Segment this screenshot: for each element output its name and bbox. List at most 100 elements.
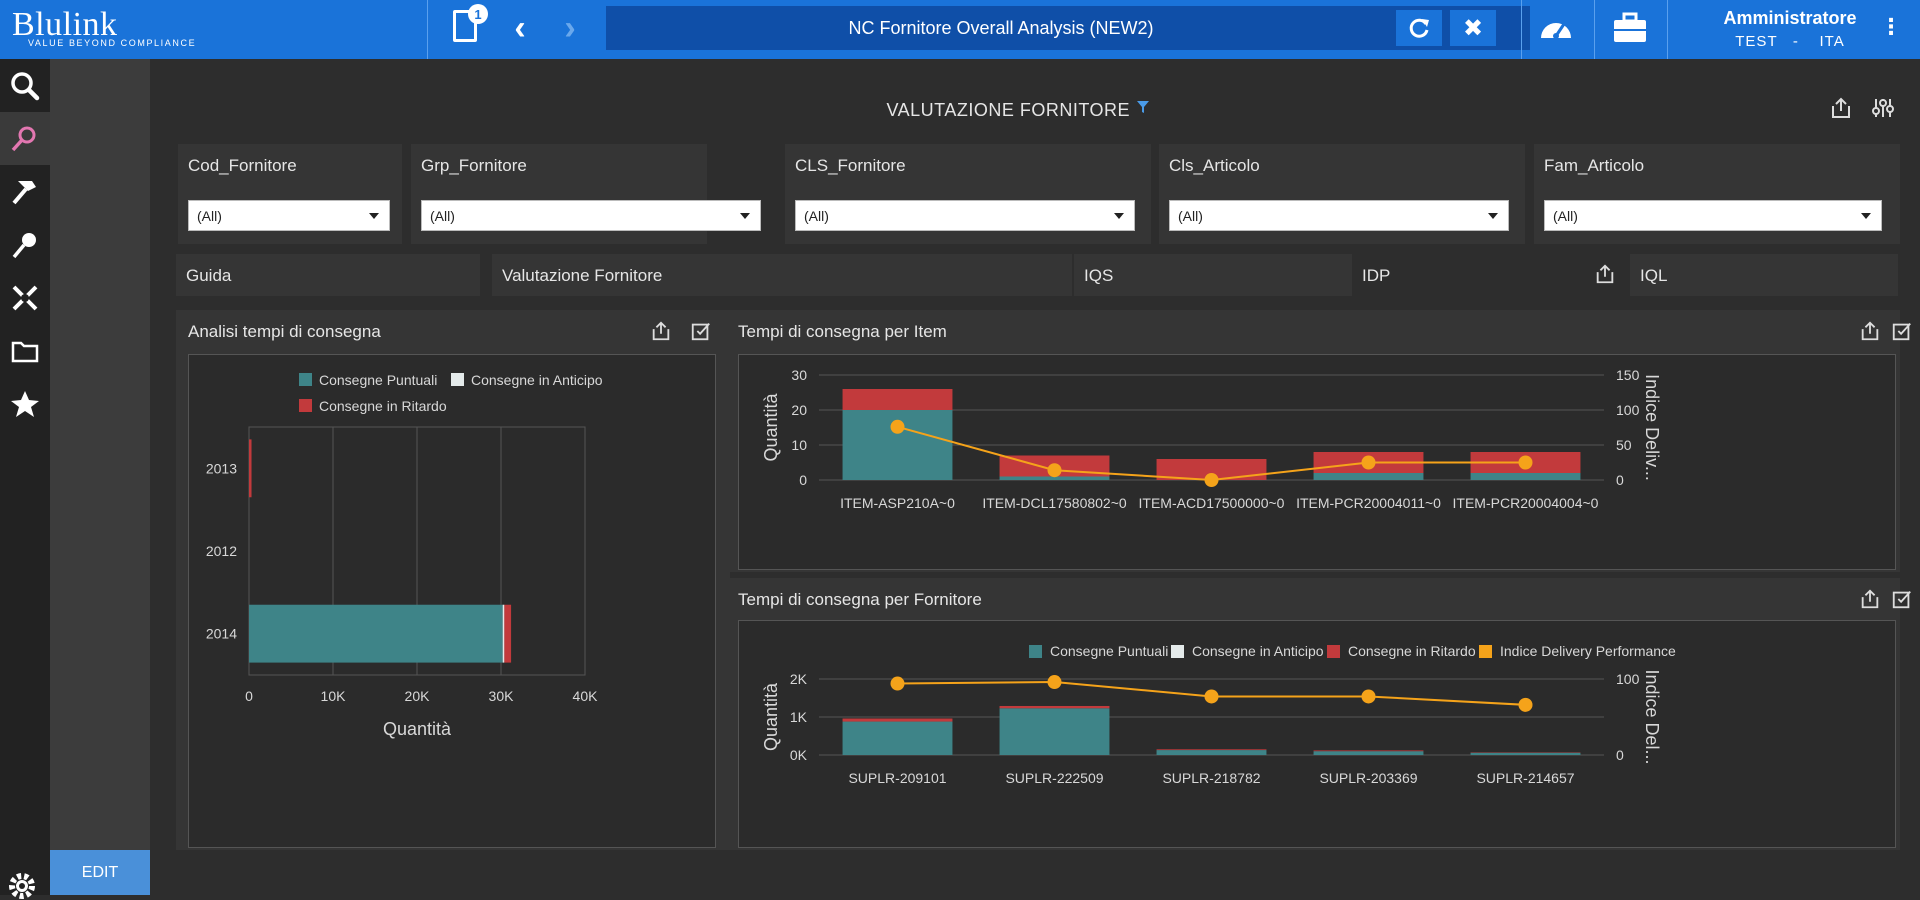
- legend-swatch: [451, 373, 464, 386]
- tab-idp[interactable]: IDP: [1352, 254, 1628, 296]
- export-icon[interactable]: [1829, 96, 1853, 120]
- tab-iql[interactable]: IQL: [1630, 254, 1898, 296]
- bar: [1314, 750, 1424, 751]
- search-icon: [10, 71, 40, 101]
- sidebar-item-tools[interactable]: [0, 165, 50, 218]
- line-point: [1362, 689, 1376, 703]
- bar: [843, 719, 953, 722]
- sidebar-item-favorites[interactable]: [0, 377, 50, 430]
- sidebar-item-crossed-tools[interactable]: [0, 271, 50, 324]
- filter-select[interactable]: (All): [1169, 200, 1509, 231]
- user-info[interactable]: Amministratore TEST - ITA: [1690, 8, 1890, 50]
- panel-title: Analisi tempi di consegna: [188, 322, 381, 342]
- legend-label: Consegne in Anticipo: [471, 372, 603, 388]
- dashboard-name: NC Fornitore Overall Analysis (NEW2): [606, 18, 1396, 39]
- more-vert-icon[interactable]: ⋮: [1880, 14, 1892, 40]
- filter-select[interactable]: (All): [421, 200, 761, 231]
- checklist-icon[interactable]: [1891, 588, 1913, 610]
- y-tick-label: 2014: [206, 626, 237, 642]
- x-tick-label: SUPLR-218782: [1162, 770, 1260, 786]
- panel-title: Tempi di consegna per Fornitore: [738, 590, 982, 610]
- user-name: Amministratore: [1690, 8, 1890, 29]
- line-point: [1205, 473, 1219, 487]
- dashboard-title: VALUTAZIONE FORNITORE: [168, 100, 1868, 121]
- y2-tick-label: 0: [1616, 747, 1624, 763]
- export-icon[interactable]: [650, 320, 672, 342]
- refresh-button[interactable]: [1396, 10, 1442, 46]
- legend-swatch: [1029, 645, 1042, 658]
- tab-iqs[interactable]: IQS: [1074, 254, 1352, 296]
- gauge-button[interactable]: [1538, 12, 1574, 44]
- sidebar-item-pin[interactable]: [0, 218, 50, 271]
- filter-icon[interactable]: [1136, 100, 1150, 114]
- export-icon[interactable]: [1859, 588, 1881, 610]
- gear-icon[interactable]: [8, 872, 36, 900]
- caret-down-icon: [369, 213, 379, 219]
- forward-button[interactable]: ›: [552, 8, 588, 48]
- logo: Blulink VALUE BEYOND COMPLIANCE: [0, 0, 428, 59]
- legend-label: Consegne in Anticipo: [1192, 643, 1324, 659]
- settings-sliders-icon[interactable]: [1871, 96, 1895, 120]
- briefcase-button[interactable]: [1612, 12, 1648, 44]
- filter-select[interactable]: (All): [1544, 200, 1882, 231]
- tab-label: IDP: [1362, 266, 1390, 285]
- filter-value: (All): [804, 208, 829, 224]
- y2-tick-label: 100: [1616, 671, 1640, 687]
- filter-select[interactable]: (All): [188, 200, 390, 231]
- panel-title: Tempi di consegna per Item: [738, 322, 947, 342]
- filter-select[interactable]: (All): [795, 200, 1135, 231]
- close-button[interactable]: ✖: [1450, 10, 1496, 46]
- y2-tick-label: 150: [1616, 367, 1640, 383]
- filter-value: (All): [197, 208, 222, 224]
- x-tick-label: 40K: [573, 688, 599, 704]
- sidebar-item-search[interactable]: [0, 59, 50, 112]
- checklist-icon[interactable]: [1891, 320, 1913, 342]
- tab-valutazione-fornitore[interactable]: Valutazione Fornitore: [492, 254, 1072, 296]
- x-tick-label: ITEM-ASP210A~0: [840, 495, 955, 511]
- legend-label: Indice Delivery Performance: [1500, 643, 1676, 659]
- filter-cod-fornitore: Cod_Fornitore (All): [178, 144, 402, 244]
- sidebar-item-folder[interactable]: [0, 324, 50, 377]
- line-point: [1048, 675, 1062, 689]
- filter-label: Cls_Articolo: [1169, 156, 1260, 176]
- separator: [1667, 0, 1668, 59]
- pages-button[interactable]: 1: [450, 8, 480, 44]
- briefcase-icon: [1612, 12, 1648, 44]
- x-tick-label: SUPLR-214657: [1476, 770, 1574, 786]
- sidebar-panel: [50, 59, 150, 895]
- legend-label: Consegne Puntuali: [1050, 643, 1168, 659]
- tab-guida[interactable]: Guida: [176, 254, 480, 296]
- checklist-icon[interactable]: [690, 320, 712, 342]
- y-tick-label: 20: [791, 402, 807, 418]
- line-point: [1205, 689, 1219, 703]
- close-icon: ✖: [1463, 14, 1483, 43]
- back-button[interactable]: ‹: [502, 8, 538, 48]
- line-point: [891, 677, 905, 691]
- caret-down-icon: [1488, 213, 1498, 219]
- hammer-icon: [10, 177, 40, 207]
- bar: [1471, 753, 1581, 755]
- edit-button[interactable]: EDIT: [50, 850, 150, 895]
- x-tick-label: ITEM-PCR20004004~0: [1453, 495, 1599, 511]
- bar: [843, 722, 953, 755]
- line-point: [1519, 698, 1533, 712]
- sidebar-item-analysis[interactable]: [0, 112, 50, 165]
- caret-down-icon: [740, 213, 750, 219]
- y-tick-label: 1K: [790, 709, 808, 725]
- brand-tagline: VALUE BEYOND COMPLIANCE: [28, 38, 196, 48]
- export-icon[interactable]: [1594, 263, 1616, 285]
- filter-label: Grp_Fornitore: [421, 156, 527, 176]
- export-icon[interactable]: [1859, 320, 1881, 342]
- page-count-badge: 1: [468, 4, 488, 24]
- y-tick-label: 2013: [206, 460, 237, 476]
- bar: [504, 605, 511, 663]
- bar: [1157, 750, 1267, 755]
- dashboard: VALUTAZIONE FORNITORE Cod_Fornitore (All…: [168, 80, 1903, 865]
- bar: [1314, 473, 1424, 480]
- bar: [249, 439, 252, 497]
